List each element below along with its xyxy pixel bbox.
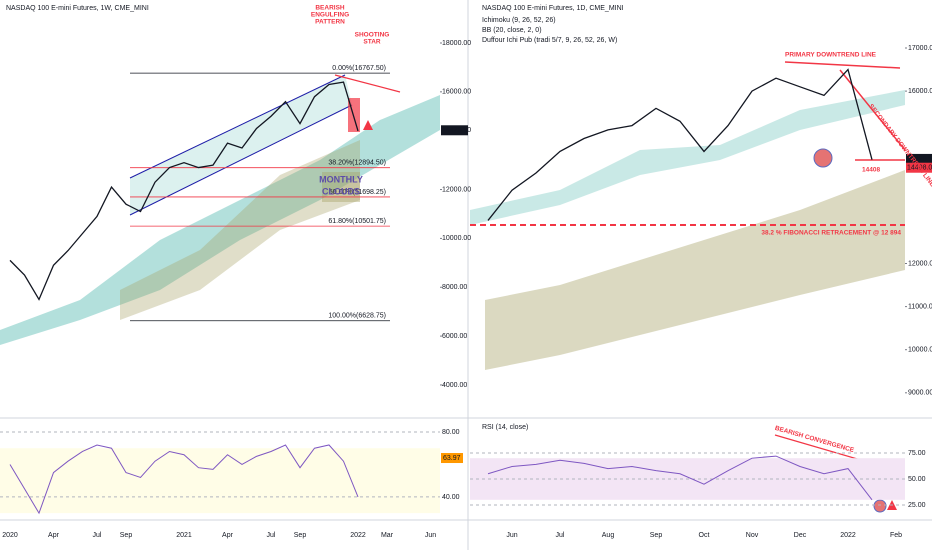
y-tick-label: 9000.00 [908, 390, 932, 397]
annotation: ENGULFING [311, 12, 349, 19]
channel-line [129, 74, 346, 179]
rsi-line [487, 455, 873, 501]
y-tick-label: 16000.00 [908, 88, 932, 95]
cloud [120, 140, 360, 320]
annotation: 14408 [862, 167, 880, 174]
y-tick-label: 17000.00 [908, 45, 932, 52]
rsi-last-box [441, 453, 463, 464]
warning [363, 120, 373, 130]
annotation: BEARISH [315, 5, 345, 12]
price-label-box [906, 162, 932, 173]
chart-title: NASDAQ 100 E-mini Futures, 1D, CME_MINI [482, 5, 624, 12]
x-tick-label: Sep [650, 532, 663, 539]
y-tick-label: 6000.00 [442, 333, 467, 340]
rsi-band [0, 448, 440, 514]
x-tick-label: Apr [48, 532, 60, 539]
y-tick-label: 4000.00 [442, 382, 467, 389]
x-tick-label: Jul [267, 532, 276, 539]
annotation: PATTERN [315, 19, 345, 26]
annotation: CLOUDS [322, 186, 360, 196]
x-tick-label: 2022 [350, 532, 366, 539]
y-tick-label: 10000.00 [442, 235, 471, 242]
annotation: SHOOTING [355, 32, 390, 39]
cloud [0, 95, 440, 345]
fib-label: 50.00%(11698.25) [329, 189, 386, 196]
trend-arrow [784, 61, 901, 69]
rsi-tick-label: 40.00 [442, 494, 460, 501]
cloud [485, 170, 905, 370]
indicator-label: BB (20, close, 2, 0) [482, 27, 542, 34]
x-tick-label: Jul [93, 532, 102, 539]
x-tick-label: Jun [425, 532, 436, 539]
rsi-line [9, 444, 359, 515]
annotation: PRIMARY DOWNTREND LINE [785, 52, 877, 59]
price-label-box [441, 125, 468, 136]
indicator-label: Duffour Ichi Pub (tradi 5/7, 9, 26, 52, … [482, 37, 617, 44]
rsi-tick-label: 75.00 [908, 450, 926, 457]
trend-arrow [839, 69, 906, 151]
y-tick-label: 18000.00 [442, 40, 471, 47]
highlight [813, 148, 833, 168]
x-tick-label: Aug [602, 532, 615, 539]
price-line [9, 81, 359, 301]
price-line [487, 68, 873, 221]
fib-label: 100.00%(6628.75) [328, 313, 386, 320]
x-tick-label: Jun [506, 532, 517, 539]
x-tick-label: Jul [556, 532, 565, 539]
chart-title: NASDAQ 100 E-mini Futures, 1W, CME_MINI [6, 5, 149, 12]
rsi-tick-label: 50.00 [908, 476, 926, 483]
x-tick-label: Sep [294, 532, 307, 539]
y-tick-label: 16000.00 [442, 89, 471, 96]
price-label: 14426.50 [907, 156, 932, 163]
highlight [873, 499, 887, 513]
fib-label: 61.80%(10501.75) [328, 218, 386, 225]
x-tick-label: 2021 [176, 532, 192, 539]
annotation: MONTHLY [319, 174, 363, 184]
channel [130, 75, 352, 215]
y-tick-label: 12000.00 [908, 260, 932, 267]
x-tick-label: Feb [890, 532, 902, 539]
x-tick-label: Mar [381, 532, 394, 539]
rsi-tick-label: 25.00 [908, 502, 926, 509]
fib-label: 0.00%(16767.50) [332, 65, 386, 72]
x-tick-label: 2022 [840, 532, 856, 539]
rsi-last-label: 63.97 [443, 455, 461, 462]
rsi-title: RSI (14, close) [482, 424, 528, 431]
y-tick-label: 10000.00 [908, 347, 932, 354]
y-tick-label: 11000.00 [908, 303, 932, 310]
x-tick-label: 2020 [2, 532, 18, 539]
indicator-label: Ichimoku (9, 26, 52, 26) [482, 17, 556, 24]
trend-arrow [334, 74, 401, 93]
x-tick-label: Sep [120, 532, 133, 539]
fib-label: 38.2 % FIBONACCI RETRACEMENT @ 12 894 [761, 230, 901, 237]
x-tick-label: Apr [222, 532, 234, 539]
x-tick-label: Oct [699, 532, 710, 539]
fib-label: 38.20%(12894.50) [328, 160, 386, 167]
price-label: 14408.00 [907, 165, 932, 172]
rsi-tick-label: 80.00 [442, 429, 460, 436]
price-label: 14426.50 [442, 127, 471, 134]
x-tick-label: Dec [794, 532, 807, 539]
cloud [470, 90, 905, 225]
x-tick-label: Nov [746, 532, 759, 539]
annotation: STAR [363, 39, 381, 46]
price-label-box [906, 153, 932, 164]
y-tick-label: 12000.00 [442, 186, 471, 193]
y-tick-label: 8000.00 [442, 284, 467, 291]
